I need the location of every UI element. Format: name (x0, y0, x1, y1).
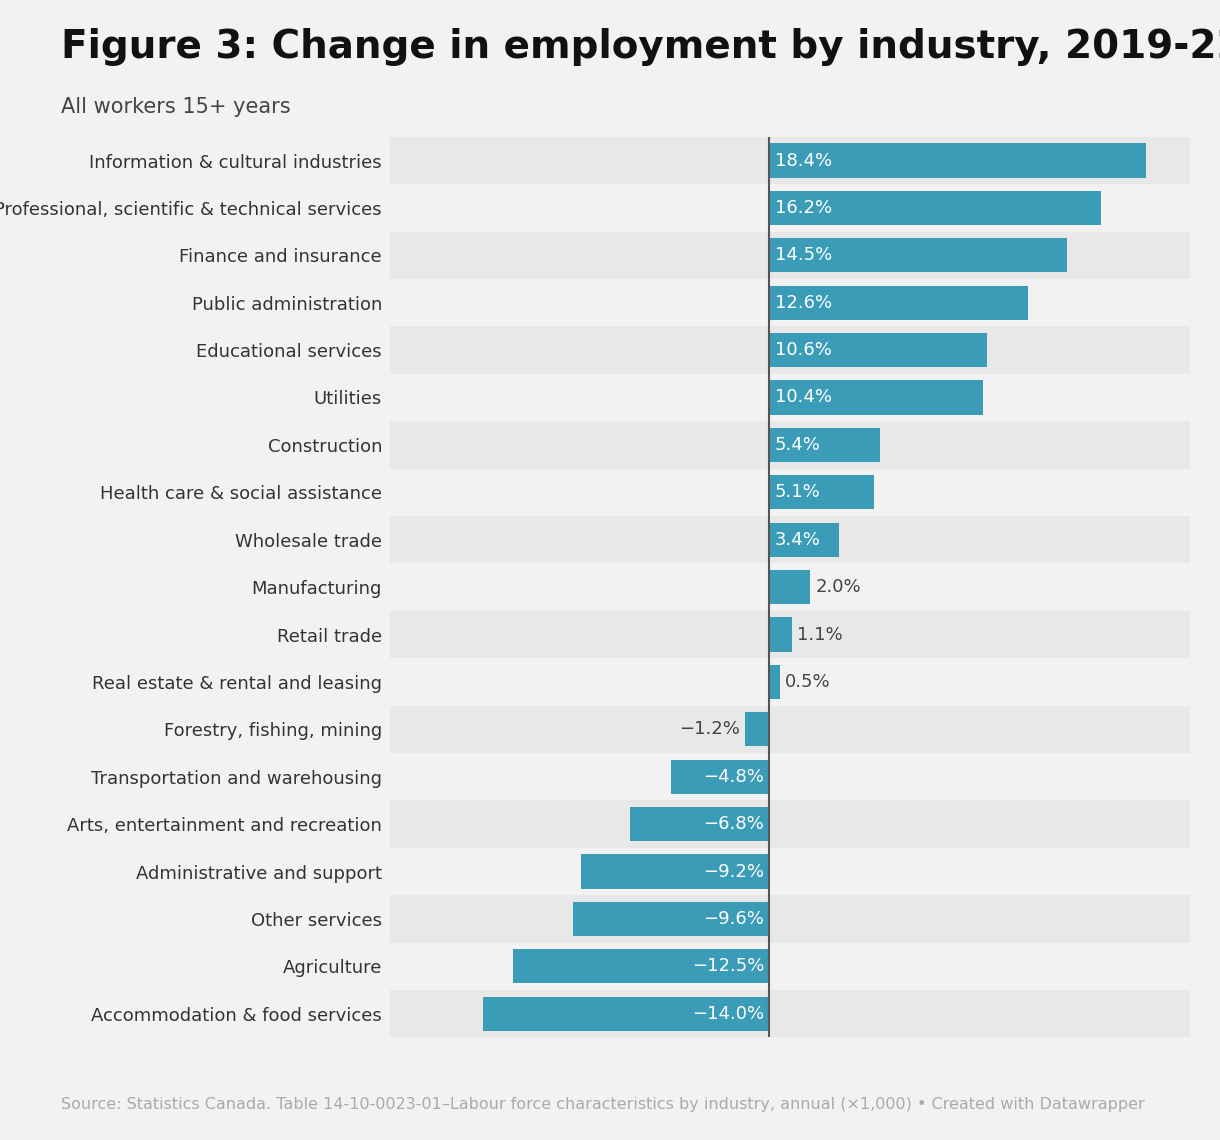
Text: All workers 15+ years: All workers 15+ years (61, 97, 290, 117)
Bar (390, 848, 1190, 895)
Bar (770, 475, 874, 510)
Bar (770, 190, 1102, 225)
Text: 18.4%: 18.4% (775, 152, 832, 170)
Bar (770, 238, 1066, 272)
Bar (514, 950, 770, 984)
Text: 16.2%: 16.2% (775, 198, 832, 217)
Bar (390, 658, 1190, 706)
Bar (390, 279, 1190, 326)
Bar (770, 333, 987, 367)
Bar (390, 374, 1190, 421)
Bar (390, 706, 1190, 754)
Bar (770, 381, 982, 415)
Text: 14.5%: 14.5% (775, 246, 832, 264)
Text: −6.8%: −6.8% (704, 815, 765, 833)
Text: 5.4%: 5.4% (775, 435, 821, 454)
Text: −12.5%: −12.5% (692, 958, 765, 976)
Bar (390, 943, 1190, 990)
Text: 3.4%: 3.4% (775, 531, 821, 548)
Bar (390, 421, 1190, 469)
Bar (390, 326, 1190, 374)
Bar (770, 522, 839, 556)
Bar (483, 996, 770, 1031)
Bar (770, 570, 810, 604)
Text: 0.5%: 0.5% (784, 673, 831, 691)
Bar (581, 855, 770, 888)
Text: 5.1%: 5.1% (775, 483, 820, 502)
Bar (770, 665, 780, 699)
Bar (390, 516, 1190, 563)
Bar (390, 800, 1190, 848)
Bar (390, 137, 1190, 185)
Text: 1.1%: 1.1% (797, 626, 843, 643)
Text: −1.2%: −1.2% (678, 720, 739, 739)
Text: −9.2%: −9.2% (704, 863, 765, 880)
Text: Figure 3: Change in employment by industry, 2019-22: Figure 3: Change in employment by indust… (61, 28, 1220, 66)
Bar (390, 563, 1190, 611)
Text: 10.4%: 10.4% (775, 389, 832, 407)
Bar (770, 428, 880, 462)
Bar (390, 231, 1190, 279)
Bar (630, 807, 770, 841)
Text: −9.6%: −9.6% (704, 910, 765, 928)
Bar (390, 469, 1190, 516)
Bar (390, 895, 1190, 943)
Text: −14.0%: −14.0% (692, 1004, 765, 1023)
Bar (390, 990, 1190, 1037)
Text: Source: Statistics Canada. Table 14-10-0023-01–Labour force characteristics by i: Source: Statistics Canada. Table 14-10-0… (61, 1097, 1144, 1112)
Text: 2.0%: 2.0% (815, 578, 861, 596)
Bar (390, 754, 1190, 800)
Bar (390, 185, 1190, 231)
Bar (390, 611, 1190, 658)
Bar (770, 286, 1027, 319)
Bar (745, 712, 770, 747)
Bar (671, 759, 770, 793)
Bar (770, 144, 1147, 178)
Text: −4.8%: −4.8% (704, 767, 765, 785)
Text: 12.6%: 12.6% (775, 294, 832, 311)
Bar (770, 618, 792, 652)
Bar (572, 902, 770, 936)
Text: 10.6%: 10.6% (775, 341, 832, 359)
